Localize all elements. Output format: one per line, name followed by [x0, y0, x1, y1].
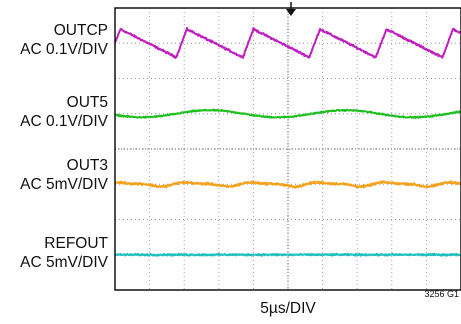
series-label-out5: OUT5 AC 0.1V/DIV: [20, 93, 108, 131]
series-name: OUT3: [66, 157, 108, 174]
trigger-marker: [286, 9, 296, 16]
trace-out5: [114, 108, 461, 120]
series-name: OUTCP: [53, 22, 108, 39]
chart-traces: [114, 27, 461, 257]
x-axis-label: 5µs/DIV: [260, 300, 316, 317]
series-label-out3: OUT3 AC 5mV/DIV: [20, 156, 108, 194]
plot-frame: [114, 7, 461, 291]
series-label-refout: REFOUT AC 5mV/DIV: [20, 234, 108, 272]
series-scale: AC 5mV/DIV: [20, 176, 108, 193]
trace-out3: [114, 180, 461, 189]
series-name: REFOUT: [44, 235, 108, 252]
trace-refout: [114, 252, 461, 257]
chart-grid: [115, 8, 461, 290]
series-label-outcp: OUTCP AC 0.1V/DIV: [20, 21, 108, 59]
trace-outcp: [114, 27, 461, 59]
series-scale: AC 5mV/DIV: [20, 254, 108, 271]
series-scale: AC 0.1V/DIV: [20, 113, 108, 130]
figure-id: 3256 G1: [424, 289, 459, 299]
series-scale: AC 0.1V/DIV: [20, 41, 108, 58]
series-name: OUT5: [66, 94, 108, 111]
